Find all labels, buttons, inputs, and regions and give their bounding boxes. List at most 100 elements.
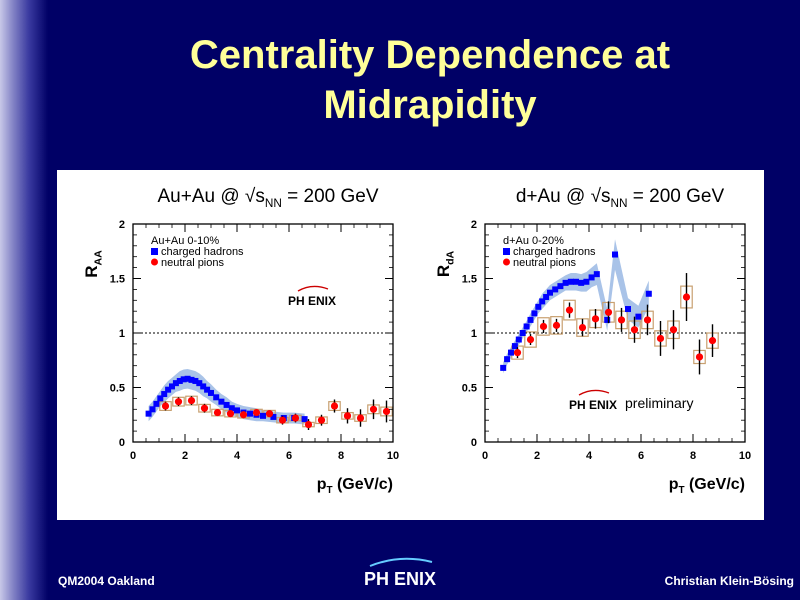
chart2-neutral-point [591,315,600,323]
chart1-neutral-point [239,411,248,419]
slide-title-line2: Midrapidity [323,83,537,127]
chart1-legend-neutral-marker [151,258,158,266]
chart2-neutral-point [565,306,574,314]
figure-svg: Au+Au @ √sNN = 200 GeV RAA pT (GeV/c) 0 2 4 6 8… [82,186,751,496]
chart2-charged-point [567,278,574,285]
chart1-ytick-label: 1.5 [110,274,125,286]
chart2-charged-point [562,279,569,286]
chart2-charged-point [531,310,538,317]
chart1-legend-neutral-label: neutral pions [161,257,224,269]
chart2-charged-point [515,336,522,343]
chart2-charged-point [535,303,542,310]
chart1-neutral-point [265,410,274,418]
chart2-title: d+Au @ √sNN = 200 GeV [516,186,725,210]
chart1-legend-charged-marker [151,248,158,255]
chart1-charged-point [165,386,172,393]
chart2-neutral-point [578,323,587,332]
chart1-charged-point [204,386,211,393]
chart1-charged-point [192,377,199,384]
chart1-title: Au+Au @ √sNN = 200 GeV [157,186,378,210]
chart2-charged-point [604,316,611,323]
slide-title: Centrality Dependence at Midrapidity [60,30,800,130]
chart2-charged-point [593,271,600,278]
chart2-xtick-label: 4 [586,450,593,462]
chart2-charged-point [557,283,564,290]
chart1-neutral-point [291,414,300,422]
chart1-charged-point [149,406,156,413]
chart2-charged-point [573,278,579,285]
slide-title-line1: Centrality Dependence at [189,33,671,77]
chart1-logo-arc [297,285,329,292]
footer-logo-text: PH ENIX [364,569,436,589]
chart1-charged-point [188,376,195,383]
chart2-legend-neutral-marker [503,258,510,266]
chart2-charged-point [504,356,511,363]
chart1-charged-point [270,413,277,420]
chart2-legend-header: d+Au 0-20% [503,235,564,247]
chart1-neutral-point [317,416,326,424]
chart1-charged-point [184,375,191,382]
chart1-charged-point [172,380,179,387]
chart2-xtick-label: 6 [638,450,644,462]
chart2-charged-point [645,290,652,297]
chart1-neutral-point [304,420,313,429]
chart2-charged-point [543,294,550,301]
footer-conference: QM2004 Oakland [58,574,155,588]
chart1-charged-point [161,391,168,398]
chart1-neutral-point [174,398,183,406]
chart2-ytick-label: 0.5 [462,383,477,395]
chart2-logo-arc [578,389,610,396]
chart2-ytick-label: 2 [471,219,477,231]
chart1-neutral-point [330,402,339,410]
chart2-charged-point [547,289,553,296]
left-gradient-bar [0,0,48,600]
chart1-charged-point [260,412,266,419]
chart1-xtick-label: 6 [286,450,292,462]
chart1-legend-header: Au+Au 0-10% [151,235,219,247]
chart1-charged-point [228,405,235,412]
chart2-neutral-point [708,337,717,345]
chart2-charged-point [588,274,595,281]
chart1-charged-point [218,398,225,405]
chart2-ylabel: RdA [434,250,456,277]
chart1-neutral-point [382,407,391,416]
chart1-charged-point [180,376,187,383]
chart1-charged-point [157,395,164,402]
footer-author: Christian Klein-Bösing [664,574,794,588]
chart2-charged-point [635,313,642,320]
chart1-charged-point [196,380,203,387]
chart2-neutral-point [682,293,691,301]
chart2-logo-text: PH ENIX [569,398,617,412]
chart2-charged-point [500,364,507,371]
chart1-charged-point [247,410,253,417]
chart1-charged-point [213,394,220,401]
footer-phenix-logo: PH ENIX [364,557,436,589]
chart1-neutral-point [200,404,209,412]
chart2-xtick-label: 10 [739,450,751,462]
chart2-ytick-label: 1.5 [462,274,477,286]
chart2-neutral-point [604,308,613,316]
chart2-charged-point [612,251,618,258]
chart2-xtick-label: 2 [534,450,540,462]
chart2-neutral-point [539,322,548,331]
chart2-neutral-sys-box [563,299,576,321]
chart1-charged-point [169,383,175,390]
chart1-logo-text: PH ENIX [288,294,336,308]
chart1-neutral-point [278,416,287,424]
chart2-xtick-label: 8 [690,450,696,462]
chart2-neutral-point [617,316,626,324]
chart2-neutral-point [656,334,665,343]
chart2-neutral-sys-box [524,331,537,348]
chart1-xtick-label: 0 [130,450,136,462]
chart2-ytick-label: 1 [471,328,477,340]
chart2-annotation: preliminary [625,395,693,411]
chart2-charged-point [527,316,534,323]
chart1-ytick-label: 0 [119,437,125,449]
chart1-charged-point [234,407,240,414]
chart2-neutral-point [630,326,639,334]
chart2-legend-charged-label: charged hadrons [513,246,596,258]
chart2-charged-point [578,279,585,286]
chart2-charged-point [552,286,559,293]
chart1-xtick-label: 2 [182,450,188,462]
chart1-ytick-label: 0.5 [110,383,125,395]
